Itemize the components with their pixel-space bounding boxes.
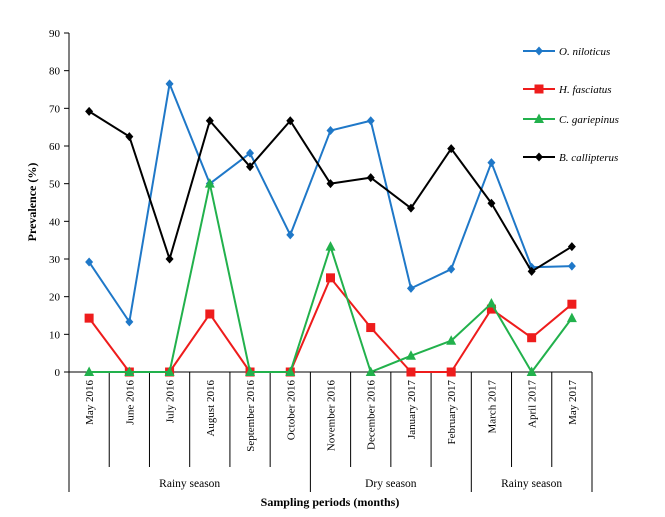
x-tick-label: November 2016 (326, 380, 338, 452)
y-tick-label: 60 (49, 141, 61, 153)
data-point (124, 366, 135, 376)
x-tick-label: October 2016 (285, 380, 297, 441)
series-1 (85, 79, 576, 327)
data-point (204, 178, 215, 188)
legend-label: C. gariepinus (559, 114, 619, 126)
x-tick-label: May 2017 (567, 380, 579, 425)
data-point (406, 367, 416, 377)
data-point (164, 366, 175, 376)
data-point (366, 116, 375, 126)
x-tick-label: July 2016 (165, 380, 177, 424)
legend-label: O. niloticus (559, 46, 610, 58)
x-tick-label: May 2016 (84, 380, 96, 425)
data-point (567, 299, 577, 309)
x-tick-label: January 2017 (406, 380, 418, 439)
data-point (567, 242, 576, 252)
y-tick-label: 40 (49, 216, 61, 228)
data-point (125, 132, 134, 142)
series-lines (84, 79, 577, 377)
legend-item: C. gariepinus (523, 113, 619, 126)
data-point (487, 158, 496, 168)
data-point (326, 126, 335, 136)
data-point (165, 254, 174, 264)
x-tick-label: September 2016 (245, 380, 257, 452)
data-point (446, 367, 456, 377)
data-point (205, 116, 214, 126)
season-label: Rainy season (159, 478, 220, 490)
data-point (245, 366, 256, 376)
axes: 0 10 20 30 40 50 60 70 80 90 May 2016 June 2016 July… (49, 28, 593, 492)
data-point (446, 335, 457, 345)
legend-item: H. fasciatus (523, 84, 612, 96)
data-point (326, 179, 335, 189)
data-point (486, 297, 497, 308)
data-point (125, 317, 134, 327)
data-point (285, 366, 296, 376)
data-point (365, 366, 376, 376)
data-point (246, 162, 255, 172)
y-tick-label: 30 (49, 254, 61, 266)
series-line (88, 276, 573, 373)
season-label: Rainy season (501, 478, 562, 490)
y-tick-label: 90 (49, 28, 61, 40)
x-axis-title: Sampling periods (months) (261, 495, 400, 509)
data-point (85, 106, 94, 116)
x-tick-label: August 2016 (205, 380, 217, 437)
legend-item: O. niloticus (523, 46, 610, 58)
y-tick-label: 80 (49, 66, 61, 78)
data-point (527, 333, 537, 343)
legend-label: H. fasciatus (558, 84, 612, 96)
series-4 (85, 106, 576, 276)
data-point (406, 283, 415, 293)
data-point (447, 144, 456, 154)
data-point (84, 366, 95, 376)
series-3 (84, 178, 577, 376)
data-point (566, 312, 577, 323)
x-tick-label: April 2017 (527, 380, 539, 428)
data-point (286, 230, 295, 240)
data-point (526, 366, 537, 376)
data-point (405, 350, 416, 360)
y-tick-label: 70 (49, 103, 61, 115)
data-point (487, 198, 496, 208)
data-point (447, 264, 456, 274)
legend-marker (534, 84, 544, 94)
legend-label: B. callipterus (559, 152, 618, 164)
y-tick-label: 10 (49, 329, 61, 341)
legend: O. niloticus H. fasciatus C. gariepinus B. … (523, 46, 619, 164)
x-tick-label: December 2016 (366, 380, 378, 450)
data-point (84, 313, 94, 323)
y-tick-label: 0 (55, 367, 61, 379)
data-point (165, 79, 174, 89)
data-point (366, 323, 376, 333)
series-2 (84, 273, 577, 377)
data-point (366, 173, 375, 183)
data-point (326, 273, 335, 283)
data-point (205, 309, 215, 319)
y-tick-label: 20 (49, 292, 61, 304)
x-tick-label: February 2017 (446, 380, 458, 445)
data-point (246, 148, 255, 158)
y-tick-label: 50 (49, 179, 61, 191)
legend-marker (535, 152, 543, 162)
data-point (325, 241, 336, 251)
data-point (527, 266, 536, 276)
data-point (486, 304, 496, 314)
season-label: Dry season (365, 478, 417, 490)
data-point (406, 203, 415, 213)
data-point (567, 261, 576, 271)
data-point (286, 116, 295, 126)
y-axis-title: Prevalence (%) (25, 163, 39, 242)
legend-marker (535, 46, 543, 56)
x-tick-label: March 2017 (486, 380, 498, 434)
x-tick-label: June 2016 (124, 380, 136, 425)
series-line (88, 82, 572, 323)
legend-item: B. callipterus (523, 152, 618, 164)
legend-marker (534, 113, 544, 123)
data-point (85, 257, 94, 267)
